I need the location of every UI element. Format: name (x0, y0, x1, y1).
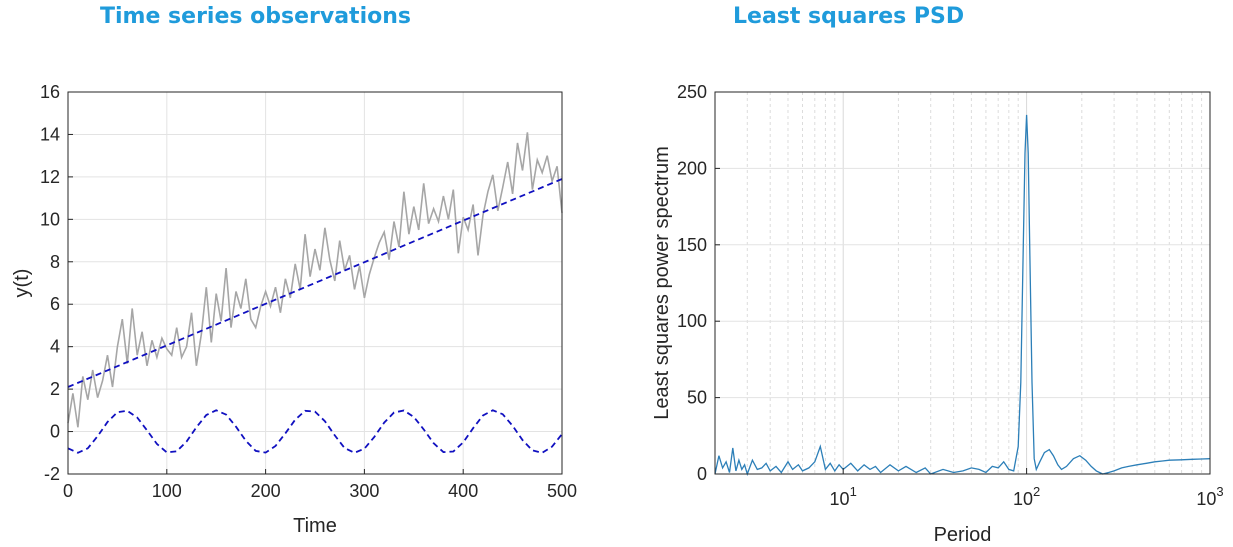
x-axis-label: Time (293, 515, 337, 537)
plot-area (68, 92, 562, 474)
y-tick-label: 10 (40, 209, 60, 229)
x-tick-label: 103 (1196, 484, 1223, 509)
y-axis-label: Least squares power spectrum (651, 146, 673, 419)
left-chart-title: Time series observations (100, 4, 411, 29)
x-tick-label: 400 (448, 481, 478, 501)
y-tick-label: 2 (50, 379, 60, 399)
x-tick-label: 0 (63, 481, 73, 501)
y-tick-label: 6 (50, 294, 60, 314)
x-tick-label: 500 (547, 481, 577, 501)
observations-line (67, 132, 563, 428)
x-axis-label: Period (934, 524, 992, 546)
y-tick-label: 8 (50, 252, 60, 272)
y-tick-label: 50 (687, 388, 707, 408)
y-tick-label: 16 (40, 82, 60, 102)
x-tick-label: 300 (349, 481, 379, 501)
spectrum-line (714, 114, 1211, 477)
x-tick-label: 200 (251, 481, 281, 501)
x-tick-label: 100 (152, 481, 182, 501)
x-tick-label: 102 (1013, 484, 1040, 509)
periodic-line (67, 409, 563, 454)
y-tick-label: 0 (50, 422, 60, 442)
y-tick-label: 150 (677, 235, 707, 255)
y-tick-label: 14 (40, 124, 60, 144)
y-tick-label: -2 (44, 464, 60, 484)
y-tick-label: 4 (50, 337, 60, 357)
y-axis-label: y(t) (11, 269, 33, 298)
plot-frame (714, 91, 1211, 475)
plot-frame (67, 91, 563, 475)
y-tick-label: 100 (677, 311, 707, 331)
y-tick-label: 250 (677, 82, 707, 102)
y-tick-label: 0 (697, 464, 707, 484)
y-tick-label: 12 (40, 167, 60, 187)
x-tick-label: 101 (830, 484, 857, 509)
right-chart-title: Least squares PSD (733, 4, 965, 29)
plot-area (715, 92, 1210, 474)
y-tick-label: 200 (677, 158, 707, 178)
